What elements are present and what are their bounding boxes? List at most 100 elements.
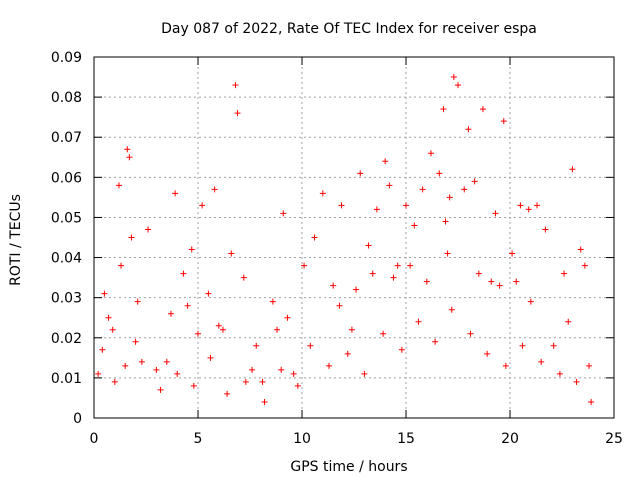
- data-point: [163, 358, 170, 365]
- data-point: [184, 302, 191, 309]
- data-point: [394, 262, 401, 269]
- data-point: [253, 342, 260, 349]
- data-point: [95, 370, 102, 377]
- data-point: [432, 338, 439, 345]
- data-point: [369, 270, 376, 277]
- data-point: [278, 366, 285, 373]
- data-point: [450, 74, 457, 81]
- data-point: [269, 298, 276, 305]
- data-point: [353, 286, 360, 293]
- data-point: [517, 202, 524, 209]
- data-point: [419, 186, 426, 193]
- data-point: [195, 330, 201, 337]
- data-point: [138, 358, 145, 365]
- data-point: [534, 202, 541, 209]
- data-point: [215, 322, 222, 329]
- data-point: [527, 298, 534, 305]
- data-point: [259, 378, 266, 385]
- y-tick-label: 0.08: [51, 90, 82, 106]
- data-point: [398, 346, 405, 353]
- data-point: [380, 330, 387, 337]
- axis-ticks: [93, 56, 615, 419]
- data-point: [115, 182, 122, 189]
- data-point: [134, 298, 141, 305]
- data-point: [348, 326, 355, 333]
- data-point: [440, 106, 447, 113]
- y-tick-label: 0.07: [51, 130, 82, 146]
- data-point: [588, 398, 595, 405]
- data-point: [502, 362, 509, 369]
- y-tick-label: 0.04: [51, 251, 82, 267]
- data-point: [99, 346, 106, 353]
- data-point: [484, 350, 491, 357]
- data-point: [145, 226, 152, 233]
- x-tick-label: 15: [397, 431, 415, 447]
- data-point: [361, 370, 368, 377]
- data-point: [403, 202, 409, 209]
- data-point: [586, 362, 593, 369]
- data-point: [211, 186, 218, 193]
- data-point: [128, 234, 135, 241]
- data-point: [224, 390, 231, 397]
- data-point: [294, 382, 301, 389]
- data-point: [461, 186, 468, 193]
- data-point: [573, 378, 580, 385]
- data-point: [344, 350, 351, 357]
- data-point: [326, 362, 333, 369]
- data-point: [290, 370, 297, 377]
- data-point: [228, 250, 235, 257]
- x-tick-label: 5: [194, 431, 203, 447]
- data-point: [274, 326, 281, 333]
- data-point: [390, 274, 397, 281]
- data-point: [280, 210, 287, 217]
- data-point: [205, 290, 212, 297]
- data-point: [492, 210, 499, 217]
- x-tick-label: 20: [501, 431, 519, 447]
- data-point: [261, 398, 268, 405]
- data-point: [307, 342, 314, 349]
- data-point: [496, 282, 503, 289]
- data-point: [427, 150, 434, 157]
- y-tick-label: 0.02: [51, 331, 82, 347]
- data-point: [330, 282, 337, 289]
- data-point: [109, 326, 116, 333]
- data-point: [556, 370, 563, 377]
- data-point: [525, 206, 532, 213]
- data-point: [365, 242, 372, 249]
- data-point: [157, 386, 164, 393]
- data-point: [301, 262, 308, 269]
- data-point: [111, 378, 118, 385]
- data-points: [95, 74, 595, 405]
- y-tick-label: 0.03: [51, 291, 82, 307]
- data-point: [581, 262, 588, 269]
- data-point: [446, 194, 453, 201]
- data-point: [411, 222, 418, 229]
- data-point: [467, 330, 474, 337]
- data-point: [373, 206, 380, 213]
- data-point: [234, 110, 241, 117]
- data-point: [167, 310, 174, 317]
- data-point: [319, 190, 326, 197]
- data-point: [132, 338, 139, 345]
- y-tick-label: 0.01: [51, 371, 82, 387]
- data-point: [124, 146, 131, 153]
- data-point: [153, 366, 160, 373]
- data-point: [436, 170, 443, 177]
- tick-labels: 0 5 10 15 20 25 0 0.01 0.02 0.03 0.04 0.05 0.06 0.07 0…: [51, 50, 623, 447]
- data-point: [444, 250, 451, 257]
- data-point: [174, 370, 181, 377]
- y-axis-label: ROTI / TECUs: [8, 194, 24, 286]
- data-point: [240, 274, 247, 281]
- data-point: [513, 278, 520, 285]
- data-point: [465, 126, 472, 133]
- data-point: [488, 278, 495, 285]
- data-point: [577, 246, 584, 253]
- y-tick-label: 0.06: [51, 170, 82, 186]
- x-tick-label: 25: [605, 431, 623, 447]
- x-tick-label: 10: [293, 431, 311, 447]
- data-point: [172, 190, 179, 197]
- data-point: [284, 314, 291, 321]
- data-point: [232, 82, 239, 89]
- y-tick-label: 0.09: [51, 50, 82, 66]
